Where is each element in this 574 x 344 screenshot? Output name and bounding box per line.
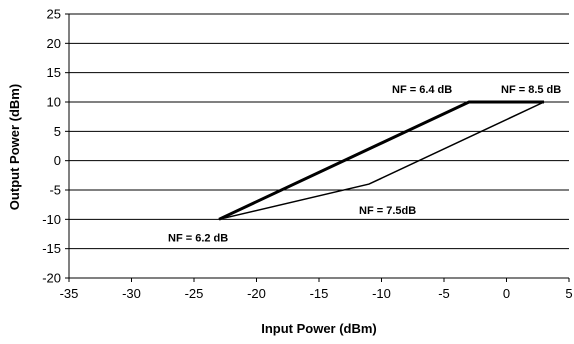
- y-tick-label: 0: [54, 153, 61, 168]
- x-tick-label: 5: [565, 286, 572, 301]
- series-lines: [218, 100, 545, 221]
- y-tick-label: 15: [47, 65, 61, 80]
- x-tick-label: -35: [60, 286, 79, 301]
- gridlines: [69, 13, 569, 250]
- x-axis-label: Input Power (dBm): [261, 321, 377, 336]
- y-tick-labels: -20 -15 -10 -5 0 5 10 15 20 25: [42, 7, 61, 286]
- x-tick-label: -25: [185, 286, 204, 301]
- x-tick-label: -30: [122, 286, 141, 301]
- annotation-label: NF = 8.5 dB: [501, 84, 561, 96]
- series-line-thin: [218, 101, 545, 221]
- x-tick-label: -15: [310, 286, 329, 301]
- y-tick-label: 25: [47, 7, 61, 22]
- annotation-label: NF = 7.5dB: [359, 205, 416, 217]
- axes: [65, 13, 570, 282]
- annotation-label: NF = 6.2 dB: [168, 232, 228, 244]
- x-tick-labels: -35 -30 -25 -20 -15 -10 -5 0 5: [60, 286, 573, 301]
- y-tick-label: 20: [47, 36, 61, 51]
- y-axis-label: Output Power (dBm): [7, 84, 22, 210]
- annotation-label: NF = 6.4 dB: [392, 84, 452, 96]
- y-tick-label: -10: [42, 212, 61, 227]
- annotations: NF = 6.2 dB NF = 6.4 dB NF = 8.5 dB NF = 7.…: [168, 84, 561, 244]
- y-tick-label: 10: [47, 95, 61, 110]
- y-tick-label: 5: [54, 124, 61, 139]
- x-tick-label: 0: [503, 286, 510, 301]
- y-tick-label: -5: [49, 183, 61, 198]
- x-tick-label: -10: [372, 286, 391, 301]
- y-tick-label: -15: [42, 241, 61, 256]
- x-tick-label: -20: [247, 286, 266, 301]
- series-line-thick: [218, 100, 544, 221]
- y-tick-label: -20: [42, 271, 61, 286]
- x-tick-label: -5: [438, 286, 450, 301]
